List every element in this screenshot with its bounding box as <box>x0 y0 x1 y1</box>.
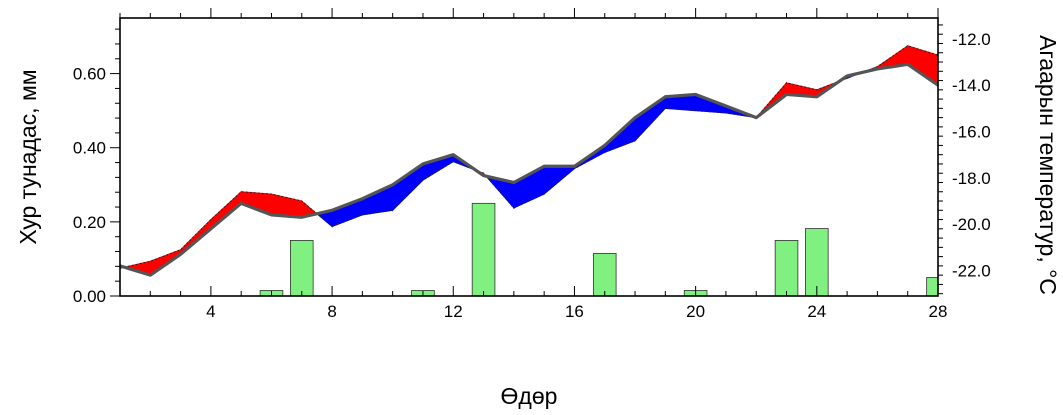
x-tick-label: 28 <box>929 302 948 321</box>
right-y-tick-label: -22.0 <box>952 262 991 281</box>
left-y-tick-label: 0.60 <box>73 65 106 84</box>
precipitation-bar <box>592 252 617 297</box>
tick-labels: 4 8 12 16 20 24 28 0.00 0.20 0.40 0.60 -22.0 -20.0 -1… <box>73 30 991 321</box>
cold-difference-area <box>543 165 575 196</box>
precipitation-bar <box>926 277 939 297</box>
x-tick-label: 4 <box>206 302 215 321</box>
right-y-tick-label: -20.0 <box>952 215 991 234</box>
left-y-tick-label: 0.00 <box>73 287 106 306</box>
temperature-series-line <box>119 62 939 277</box>
cold-difference-area <box>392 162 424 212</box>
temperature-series-line <box>119 45 939 269</box>
temperature-lines <box>119 45 939 277</box>
x-axis-title: Өдөр <box>501 383 558 409</box>
plot-frame <box>119 17 939 297</box>
axis-ticks <box>110 8 943 297</box>
left-y-tick-label: 0.40 <box>73 139 106 158</box>
right-y-axis-title: Агаарын температур, °С <box>1035 35 1061 295</box>
x-tick-label: 24 <box>807 302 826 321</box>
x-tick-label: 12 <box>444 302 463 321</box>
warm-difference-area <box>907 45 939 87</box>
precipitation-bar <box>471 202 496 297</box>
precipitation-bar <box>805 228 829 297</box>
left-y-axis-title: Хур тунадас, мм <box>15 69 41 244</box>
x-tick-label: 16 <box>565 302 584 321</box>
precipitation-bars <box>259 202 939 297</box>
cold-difference-area <box>634 95 666 143</box>
right-y-tick-label: -16.0 <box>952 123 991 142</box>
x-tick-label: 20 <box>686 302 705 321</box>
right-y-tick-label: -14.0 <box>952 76 991 95</box>
difference-fill-area <box>119 44 939 277</box>
right-y-tick-label: -18.0 <box>952 169 991 188</box>
x-tick-label: 8 <box>327 302 336 321</box>
right-y-tick-label: -12.0 <box>952 30 991 49</box>
precipitation-bar <box>290 239 314 297</box>
left-y-tick-label: 0.20 <box>73 213 106 232</box>
cold-difference-area <box>513 165 545 209</box>
precipitation-bar <box>774 239 799 297</box>
cold-difference-area <box>361 184 394 216</box>
warm-difference-area <box>240 191 272 216</box>
